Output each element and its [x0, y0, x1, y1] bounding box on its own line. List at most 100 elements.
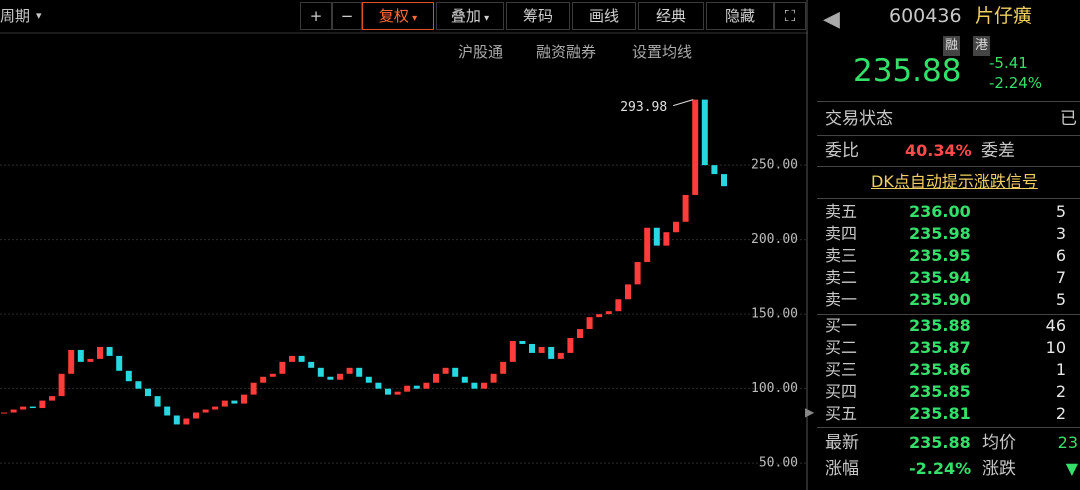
candle [68, 349, 75, 374]
sub-link[interactable]: 设置均线 [632, 43, 693, 61]
change: -5.41 [989, 54, 1028, 72]
toolbar-button[interactable]: 叠加 ▾ [436, 2, 504, 30]
candle [20, 406, 27, 410]
toolbar-button[interactable]: 画线 [572, 2, 636, 30]
candle [212, 406, 219, 410]
tag: 港 [973, 36, 991, 56]
candle [97, 346, 103, 359]
y-tick-label: 200.00 [751, 232, 798, 247]
dropdown-arrow: ▾ [408, 13, 418, 24]
book-label: 卖四 [825, 224, 858, 243]
candle [413, 385, 420, 389]
candle [394, 391, 401, 395]
candle [500, 361, 507, 374]
book-price: 235.86 [909, 360, 971, 379]
candle [577, 329, 583, 339]
book-volume: 5 [1055, 290, 1066, 309]
candle [653, 227, 660, 246]
stat-value: 235.88 [909, 433, 971, 452]
stock-code: 600436 [889, 5, 962, 27]
stat-label: 涨幅 [825, 459, 859, 479]
candle [721, 174, 727, 187]
quote-panel: ◀ 600436 片仔癀 融 港 235.88 -5.41 -2.24% 交易状… [817, 0, 1080, 490]
divider [817, 314, 1080, 315]
signal-link[interactable]: DK点自动提示涨跌信号 [871, 172, 1038, 191]
book-volume: 5 [1055, 202, 1066, 221]
candle [519, 340, 526, 344]
candle [673, 221, 679, 233]
annotation-arrow [673, 99, 694, 107]
candle [125, 370, 132, 382]
fullscreen-button[interactable]: ⛶ [774, 2, 806, 30]
divider [817, 101, 1080, 102]
stat-value: 23 [1057, 433, 1078, 452]
sub-link[interactable]: 沪股通 [458, 43, 504, 61]
book-price: 235.87 [909, 338, 971, 357]
back-arrow[interactable]: ◀ [823, 7, 840, 32]
book-volume: 46 [1045, 316, 1066, 335]
toolbar-button[interactable]: 筹码 [506, 2, 570, 30]
candle [87, 358, 94, 362]
book-label: 卖五 [825, 202, 858, 221]
candle [538, 346, 545, 353]
book-price: 235.98 [909, 224, 971, 243]
candle [404, 385, 411, 392]
ratio-value: 40.34% [905, 141, 972, 160]
candle [29, 406, 36, 409]
candle [260, 376, 267, 383]
candle [711, 165, 718, 175]
candle [634, 262, 641, 285]
y-tick-label: 150.00 [751, 307, 798, 322]
chart: 50.00 100.00 150.00 200.00 250.00 293.98 [0, 0, 808, 490]
book-volume: 2 [1055, 382, 1066, 401]
toolbar-button[interactable]: 隐藏 [706, 2, 774, 30]
toolbar-button[interactable]: 复权 ▾ [362, 2, 434, 30]
book-label: 卖二 [825, 268, 858, 287]
book-price: 235.94 [909, 268, 971, 287]
stat-label: 均价 [982, 433, 1016, 453]
candle [509, 340, 516, 362]
toolbar-button[interactable]: 经典 [638, 2, 704, 30]
candle [106, 346, 113, 356]
book-price: 235.81 [909, 404, 971, 423]
candle [375, 382, 382, 389]
candle [442, 367, 449, 374]
candle [490, 373, 497, 383]
candle [327, 376, 334, 380]
stat-value: -2.24% [909, 459, 972, 478]
toolbar-button[interactable]: − [332, 2, 362, 30]
toolbar-button[interactable]: + [300, 2, 332, 30]
tag: 融 [943, 36, 961, 56]
price: 235.88 [853, 53, 962, 89]
annotation-label: 293.98 [620, 100, 667, 115]
candle [116, 355, 123, 371]
change-pct: -2.24% [989, 74, 1043, 92]
candle [692, 99, 699, 195]
candle [77, 349, 84, 362]
candle [682, 194, 689, 222]
period[interactable]: 周期 [0, 7, 31, 25]
book-price: 235.90 [909, 290, 971, 309]
candle [365, 376, 372, 383]
candle [337, 373, 343, 380]
collapse-handle[interactable]: ▶ [805, 405, 815, 419]
candle [183, 418, 190, 425]
candle [644, 227, 651, 263]
candle [279, 361, 286, 374]
candle [154, 396, 161, 407]
book-label: 买三 [825, 360, 858, 379]
divider [817, 427, 1080, 428]
candle [461, 376, 468, 383]
status-label: 交易状态 [825, 109, 893, 129]
divider [817, 198, 1080, 199]
candle [471, 382, 478, 389]
book-price: 235.88 [909, 316, 971, 335]
candle [433, 373, 439, 383]
candle [241, 394, 247, 404]
candle [231, 400, 238, 404]
candle [135, 381, 142, 389]
book-label: 卖一 [825, 290, 858, 309]
diff-label: 委差 [981, 141, 1015, 161]
book-price: 235.95 [909, 246, 971, 265]
sub-link[interactable]: 融资融券 [536, 43, 597, 61]
